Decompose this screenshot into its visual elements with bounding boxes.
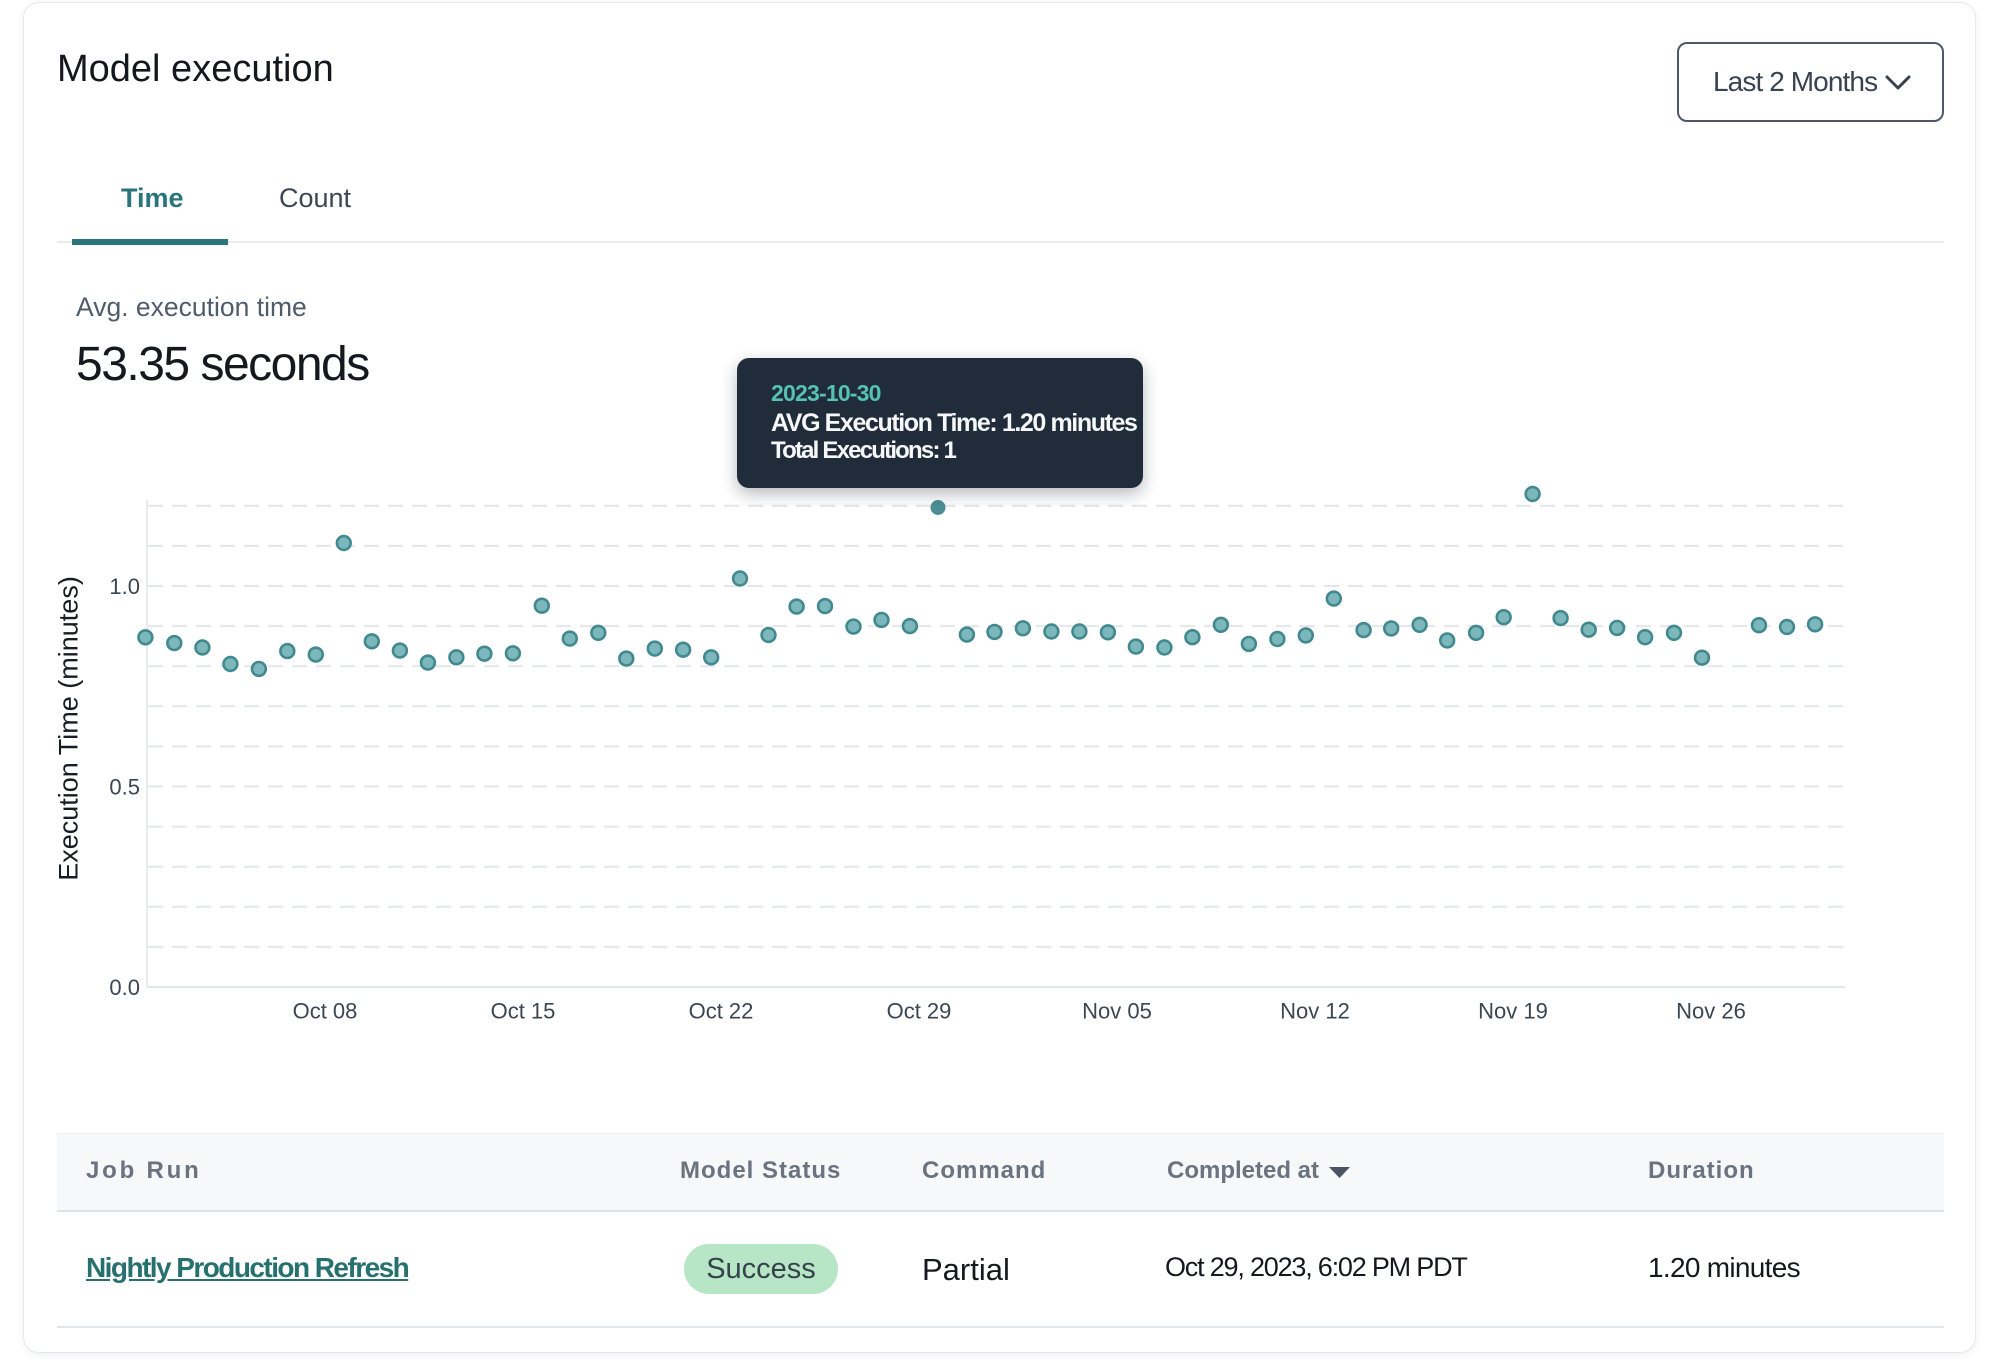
- svg-text:Oct 22: Oct 22: [689, 999, 754, 1024]
- svg-text:Nov 05: Nov 05: [1082, 999, 1152, 1024]
- svg-text:Nov 12: Nov 12: [1280, 999, 1350, 1024]
- svg-text:Execution Time (minutes): Execution Time (minutes): [54, 576, 84, 881]
- svg-text:0.5: 0.5: [109, 775, 140, 800]
- svg-text:Oct 29: Oct 29: [887, 999, 952, 1024]
- svg-text:Oct 15: Oct 15: [491, 999, 556, 1024]
- svg-text:Oct 08: Oct 08: [293, 999, 358, 1024]
- svg-text:1.0: 1.0: [109, 574, 140, 599]
- svg-text:Nov 26: Nov 26: [1676, 999, 1746, 1024]
- svg-text:Nov 19: Nov 19: [1478, 999, 1548, 1024]
- svg-text:0.0: 0.0: [109, 975, 140, 1000]
